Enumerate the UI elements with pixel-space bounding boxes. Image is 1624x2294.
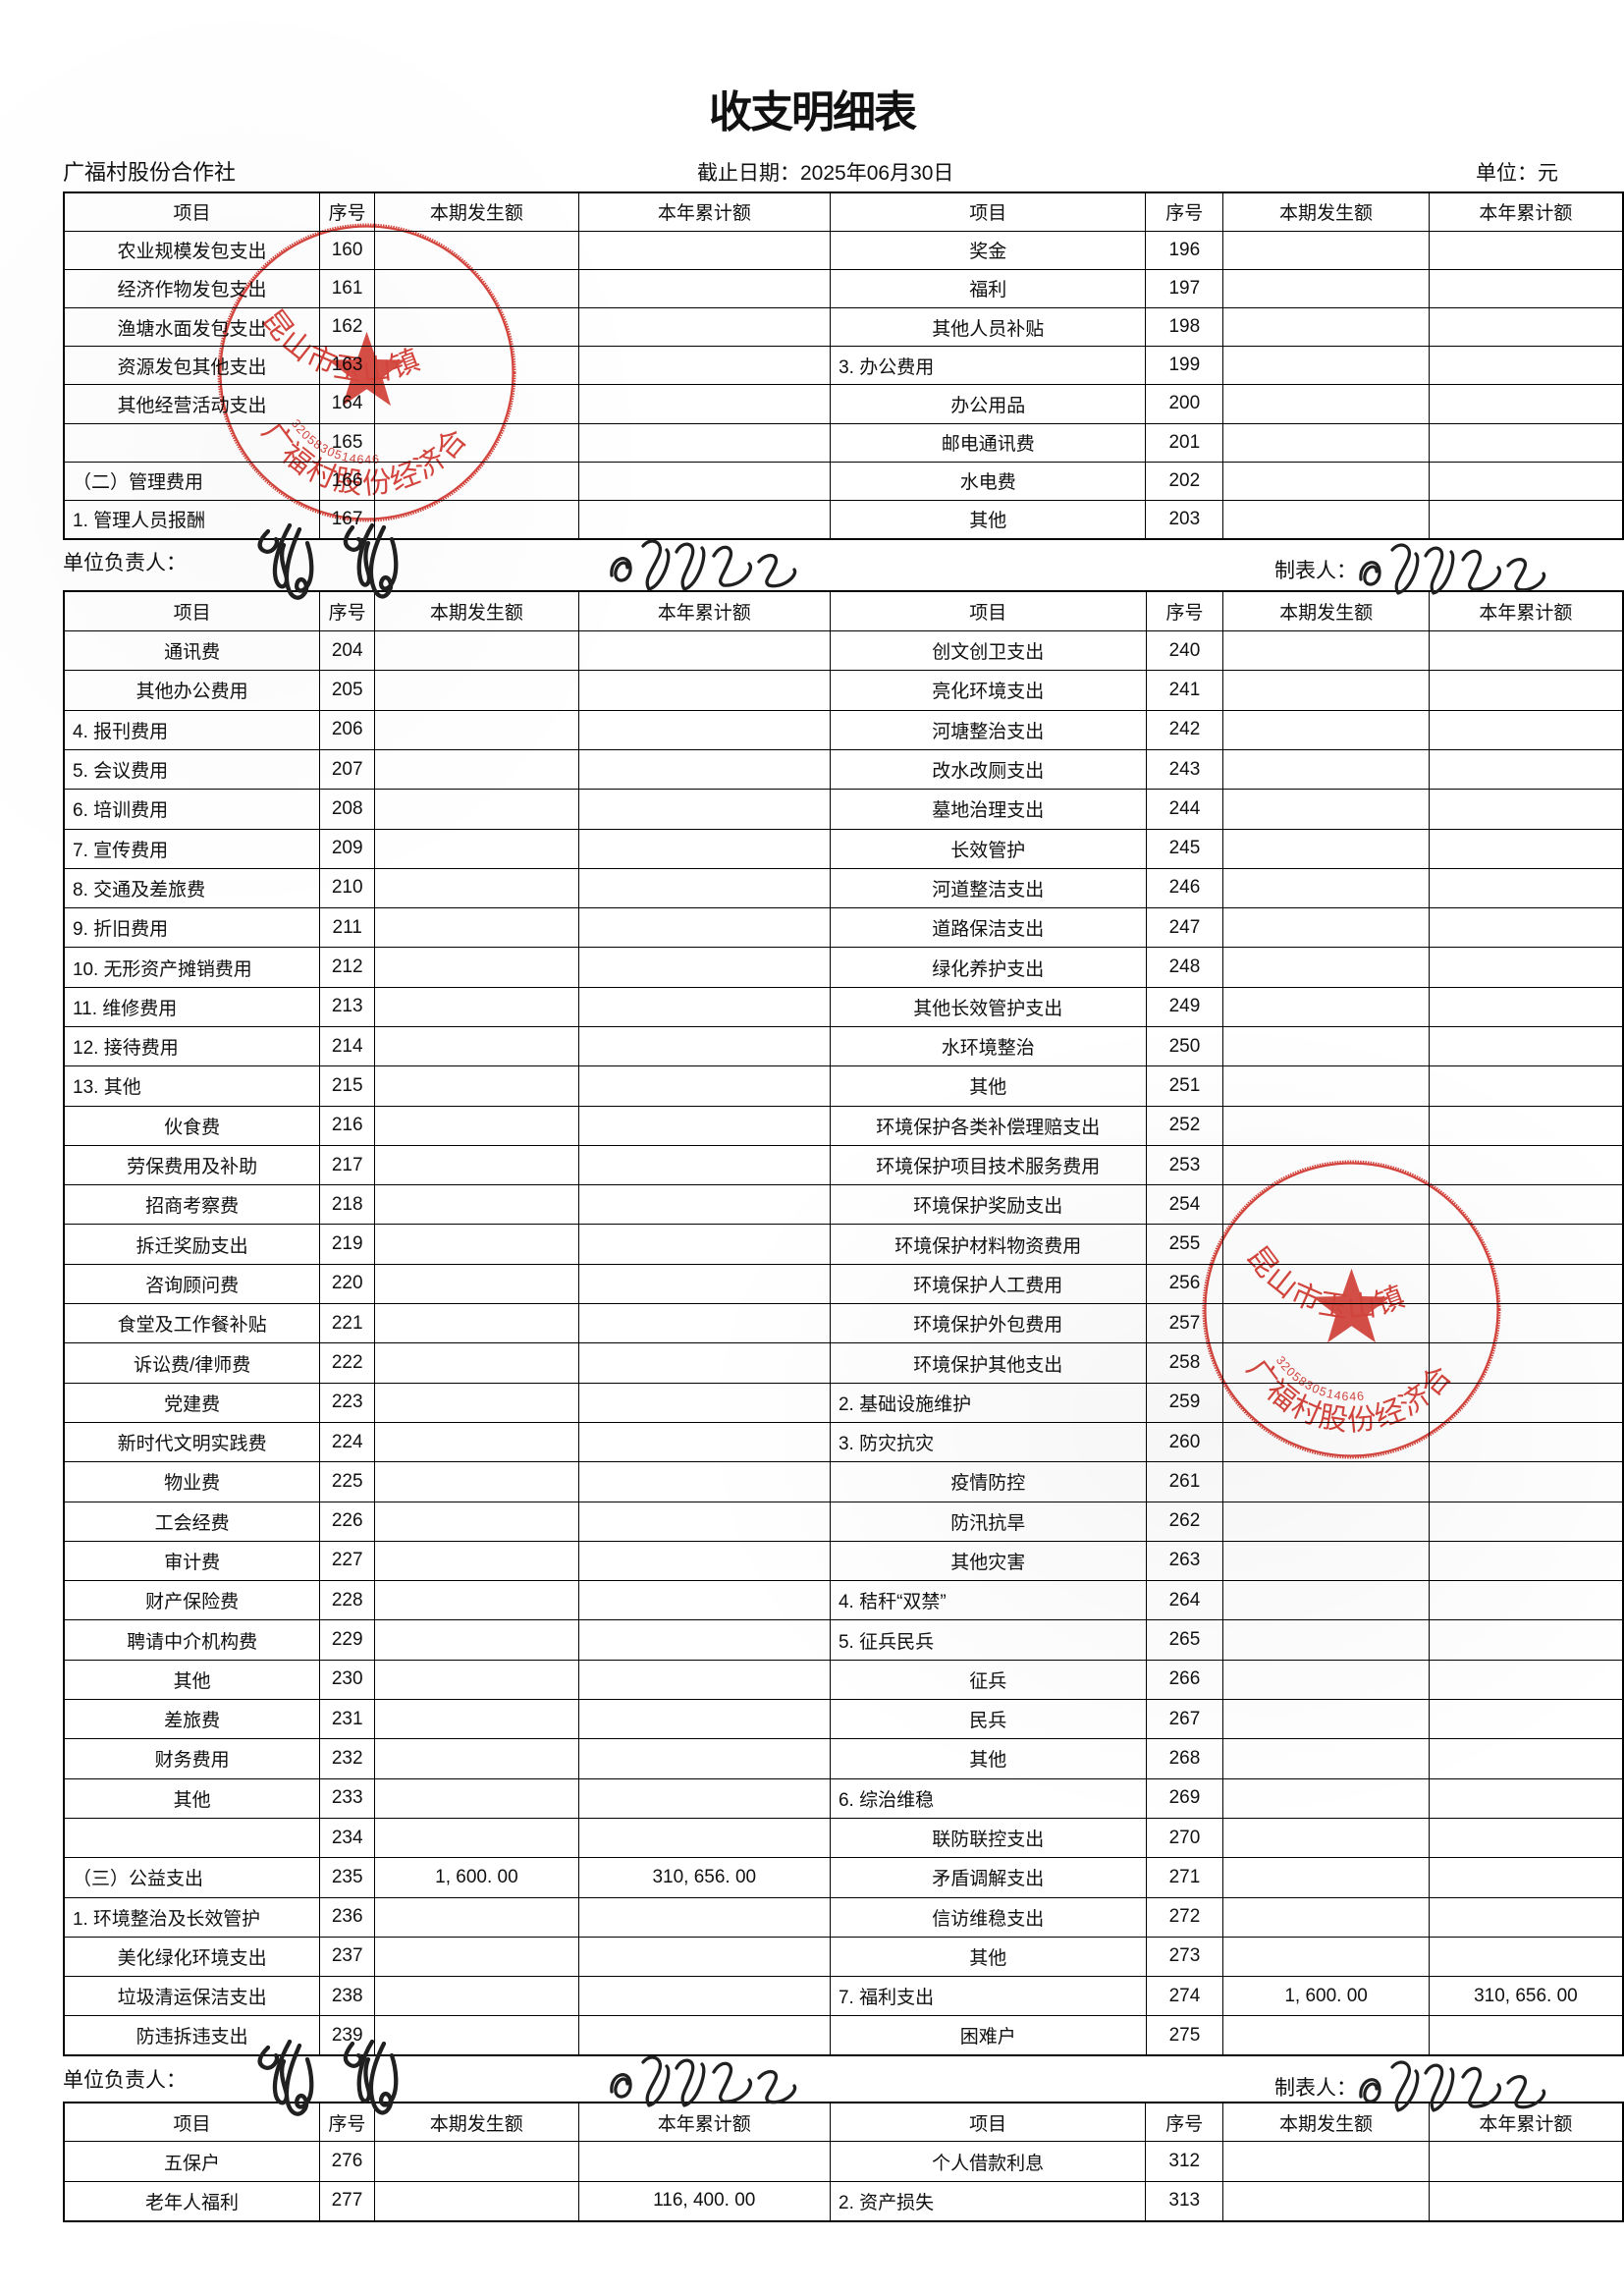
svg-text:昆山市玉山镇: 昆山市玉山镇	[255, 303, 426, 388]
svg-text:昆山市玉山镇: 昆山市玉山镇	[1240, 1240, 1411, 1325]
